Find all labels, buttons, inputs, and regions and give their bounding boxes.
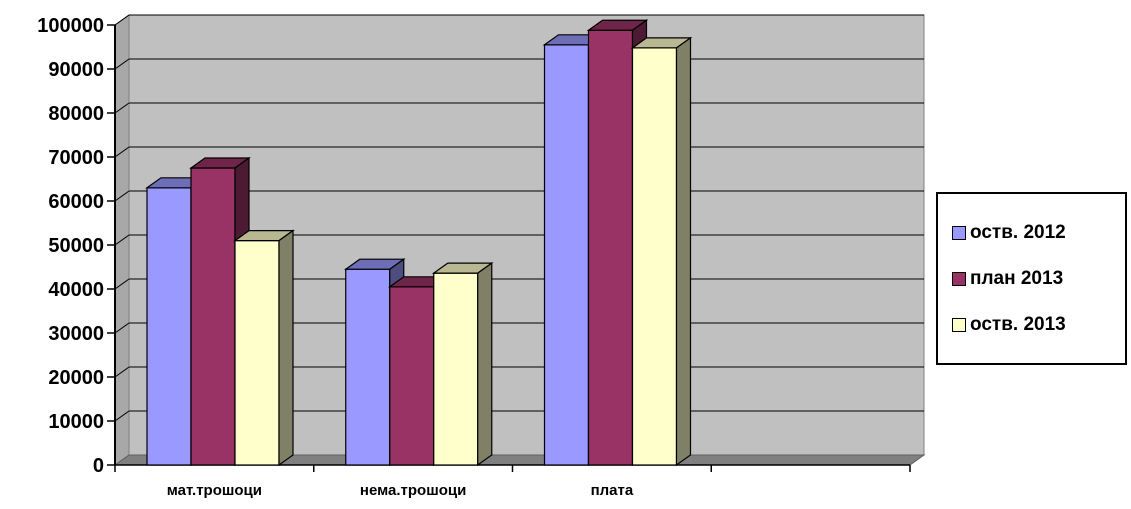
y-tick-label-6: 60000 [48, 191, 104, 213]
bar-2-2 [630, 36, 693, 467]
gridline-side-2 [114, 366, 130, 378]
legend-item-2: оств. 2013 [952, 306, 1125, 344]
bar-front-0-2 [234, 240, 280, 466]
legend-label-1: план 2013 [970, 268, 1064, 289]
gridline-side-3 [114, 322, 130, 334]
bar-front-2-0 [543, 44, 590, 466]
bar-front-1-0 [345, 268, 391, 466]
gridline-side-6 [114, 190, 130, 202]
bar-front-0-0 [146, 187, 192, 466]
x-tick-label-0: мат.трошоци [167, 482, 262, 499]
gridline-side-1 [114, 410, 130, 422]
bar-side-1-2 [477, 261, 493, 467]
bar-front-1-2 [433, 272, 479, 466]
bar-1-2 [431, 261, 494, 467]
y-tick-label-5: 50000 [48, 235, 104, 257]
y-tick-label-0: 0 [93, 455, 104, 477]
y-tick-label-10: 100000 [37, 15, 104, 37]
gridline-side-8 [114, 102, 130, 114]
gridline-side-7 [114, 146, 130, 158]
legend-swatch-0 [952, 226, 966, 240]
gridline-side-4 [114, 278, 130, 290]
bar-front-2-1 [587, 29, 634, 466]
legend-item-1: план 2013 [952, 260, 1125, 298]
bar-front-2-2 [631, 47, 678, 466]
gridline-side-9 [114, 58, 130, 70]
y-tick-labels: 0 10000 20000 30000 40000 50000 60000 70000 8000… [37, 15, 104, 477]
y-tick-label-3: 30000 [48, 323, 104, 345]
gridline-side-5 [114, 234, 130, 246]
legend-label-0: оств. 2012 [970, 222, 1066, 243]
bar-side-2-2 [675, 36, 692, 467]
legend-swatch-1 [952, 272, 966, 286]
gridline-side-10 [114, 14, 130, 26]
x-tick-label-2: плата [591, 482, 634, 499]
y-tick-label-8: 80000 [48, 103, 104, 125]
y-tick-label-4: 40000 [48, 279, 104, 301]
legend-label-2: оств. 2013 [970, 314, 1066, 335]
legend-item-0: оств. 2012 [952, 214, 1125, 252]
bars [145, 19, 693, 467]
y-tick-label-1: 10000 [48, 411, 104, 433]
bar-front-0-1 [190, 167, 236, 466]
bar-0-2 [233, 229, 295, 467]
y-tick-label-2: 20000 [48, 367, 104, 389]
legend: оств. 2012 план 2013 оств. 2013 [936, 192, 1127, 365]
bar-side-0-2 [278, 229, 294, 467]
x-tick-label-1: нема.трошоци [360, 482, 466, 499]
y-tick-label-7: 70000 [48, 147, 104, 169]
bar-front-1-1 [389, 286, 435, 466]
legend-swatch-2 [952, 318, 966, 332]
x-tick-labels: мат.трошоци нема.трошоци плата [167, 482, 634, 499]
y-tick-label-9: 90000 [48, 59, 104, 81]
